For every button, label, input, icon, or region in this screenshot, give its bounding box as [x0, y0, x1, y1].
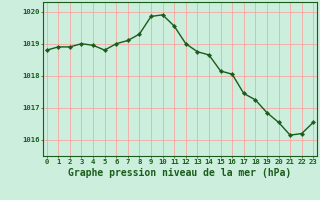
X-axis label: Graphe pression niveau de la mer (hPa): Graphe pression niveau de la mer (hPa) — [68, 168, 292, 178]
